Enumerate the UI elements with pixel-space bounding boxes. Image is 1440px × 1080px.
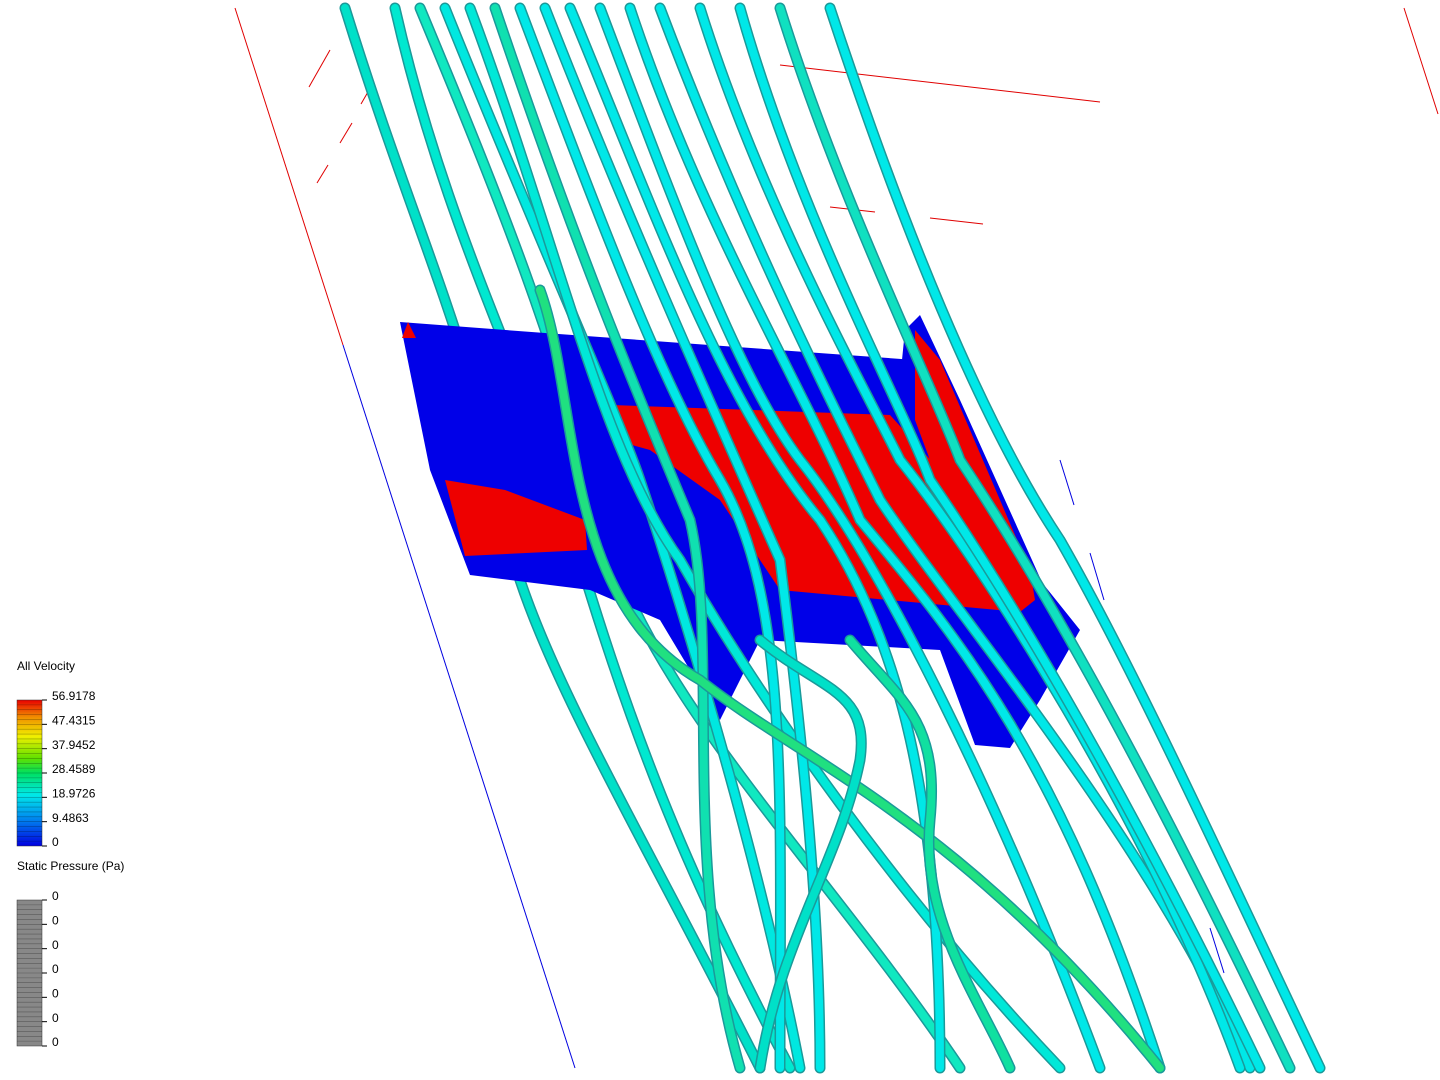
legends: All Velocity 56.9178 47.4315 37.9452 28.4589… <box>16 659 124 1049</box>
streamline <box>736 4 1264 1072</box>
color-bar <box>16 899 43 1047</box>
tick-label: 18.9726 <box>52 787 96 801</box>
streamline <box>656 4 1254 1072</box>
streamline <box>491 4 744 1072</box>
legend-title: Static Pressure (Pa) <box>17 859 124 873</box>
tick-label: 0 <box>52 987 59 1001</box>
tick-label: 0 <box>52 835 59 849</box>
streamline <box>466 4 1064 1072</box>
streamline <box>626 4 1164 1072</box>
tick-label: 9.4863 <box>52 811 89 825</box>
streamline <box>516 4 785 1072</box>
tick-label: 0 <box>52 1011 59 1025</box>
tick-label: 47.4315 <box>52 714 96 728</box>
streamlines-front <box>439 2 1326 1074</box>
tick-label: 0 <box>52 889 59 903</box>
streamline <box>826 4 1324 1072</box>
tick-label: 0 <box>52 914 59 928</box>
streamline <box>536 286 1164 1072</box>
streamline <box>596 4 1104 1072</box>
tick-label: 37.9452 <box>52 738 96 752</box>
tick-label: 0 <box>52 938 59 952</box>
tick-label: 56.9178 <box>52 689 96 703</box>
streamline <box>776 4 1294 1072</box>
color-bar <box>16 699 43 847</box>
tick-label: 0 <box>52 962 59 976</box>
streamline <box>756 636 866 1072</box>
tick-label: 0 <box>52 1035 59 1049</box>
tick-label: 28.4589 <box>52 762 96 776</box>
streamline <box>846 636 1014 1072</box>
legend-title: All Velocity <box>17 659 75 673</box>
